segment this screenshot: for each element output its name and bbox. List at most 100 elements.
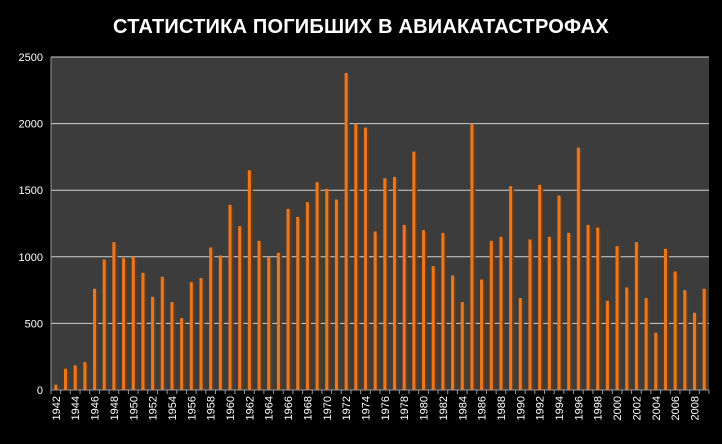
bar (567, 232, 571, 390)
bar (470, 123, 474, 390)
x-tick-label: 1948 (109, 396, 121, 420)
bar (451, 275, 455, 390)
x-tick-label: 1978 (399, 396, 411, 420)
y-tick-label: 2500 (19, 52, 43, 64)
bar (431, 266, 435, 390)
bar-shadow (94, 290, 99, 390)
x-tick-label: 1956 (186, 396, 198, 420)
bar (586, 224, 590, 390)
bar-shadow (230, 206, 234, 390)
bar-shadow (201, 280, 205, 390)
bar (199, 278, 203, 390)
bar (692, 312, 697, 390)
x-tick-label: 1972 (341, 396, 353, 420)
bar (354, 123, 358, 390)
bar-shadow (443, 234, 447, 390)
bar-shadow (182, 320, 186, 390)
bar (509, 186, 513, 390)
bar-shadow (327, 190, 331, 390)
bar (344, 72, 348, 390)
x-tick-label: 1996 (573, 396, 585, 420)
bar-shadow (423, 232, 428, 390)
x-tick-label: 1998 (593, 396, 605, 420)
x-tick-label: 1942 (51, 396, 63, 420)
x-tick-label: 1988 (496, 396, 508, 420)
bar-shadow (269, 258, 273, 390)
bar (305, 202, 309, 390)
x-tick-label: 1966 (283, 396, 295, 420)
x-tick-label: 2000 (612, 396, 624, 420)
bar-shadow (588, 226, 592, 390)
x-tick-label: 1982 (438, 396, 450, 420)
bar-shadow (636, 244, 640, 390)
x-tick-label: 1994 (554, 396, 566, 420)
bar-shadow (288, 210, 292, 390)
bar-shadow (511, 188, 515, 390)
bar-shadow (627, 289, 631, 390)
bar-shadow (385, 180, 389, 390)
x-tick-label: 1950 (128, 396, 140, 420)
bar-shadow (414, 153, 418, 390)
bar (151, 296, 155, 390)
bar-shadow (704, 290, 708, 390)
bar (247, 170, 251, 390)
bar-shadow (549, 238, 553, 390)
bar (112, 242, 116, 390)
x-tick-label: 1964 (264, 396, 276, 420)
bar (644, 298, 648, 390)
x-tick-label: 1976 (380, 396, 392, 420)
bar-shadow (433, 268, 437, 390)
bar (663, 248, 668, 390)
bar (257, 240, 261, 390)
bar (238, 226, 242, 390)
bar (654, 332, 658, 390)
bar (441, 232, 445, 390)
bar (267, 256, 271, 390)
bar-shadow (598, 229, 602, 390)
bar (402, 224, 406, 390)
bar (141, 272, 145, 390)
bar-shadow (540, 186, 544, 390)
bar-shadow (404, 226, 408, 390)
bar (683, 290, 687, 390)
bar-shadow (75, 367, 79, 390)
bar (286, 208, 290, 390)
bar (170, 302, 174, 390)
bar (480, 279, 484, 390)
bar (54, 384, 58, 390)
bar-shadow (307, 204, 311, 390)
bar (547, 236, 551, 390)
bar (489, 240, 493, 390)
bar (702, 288, 706, 390)
bar (189, 282, 193, 390)
y-tick-label: 500 (25, 318, 43, 330)
x-tick-label: 1968 (302, 396, 314, 420)
bar-shadow (675, 273, 679, 390)
bar-shadow (153, 298, 157, 390)
bar (209, 247, 213, 390)
bar-shadow (162, 278, 166, 390)
x-tick-label: 1944 (70, 396, 82, 420)
bar-shadow (569, 234, 573, 390)
bar-shadow (317, 184, 321, 390)
x-tick-label: 1946 (90, 396, 102, 420)
bar-shadow (346, 74, 350, 390)
bar (218, 255, 222, 390)
bar-shadow (530, 241, 534, 390)
bar-shadow (240, 228, 244, 390)
bar (228, 204, 232, 390)
plot-area: 0 500 1000 1500 2000 2500 1942 1944 1946 1948 1950… (19, 52, 710, 420)
bar-shadow (607, 302, 611, 390)
bar-shadow (356, 125, 360, 390)
bar-shadow (646, 300, 650, 390)
bar-shadow (694, 314, 699, 390)
bar-shadow (617, 248, 621, 390)
x-tick-label: 2004 (651, 396, 663, 420)
bar-shadow (365, 129, 370, 390)
bar-shadow (656, 334, 660, 390)
bar-shadow (375, 233, 379, 390)
bar (63, 368, 68, 390)
bar-shadow (65, 370, 70, 390)
